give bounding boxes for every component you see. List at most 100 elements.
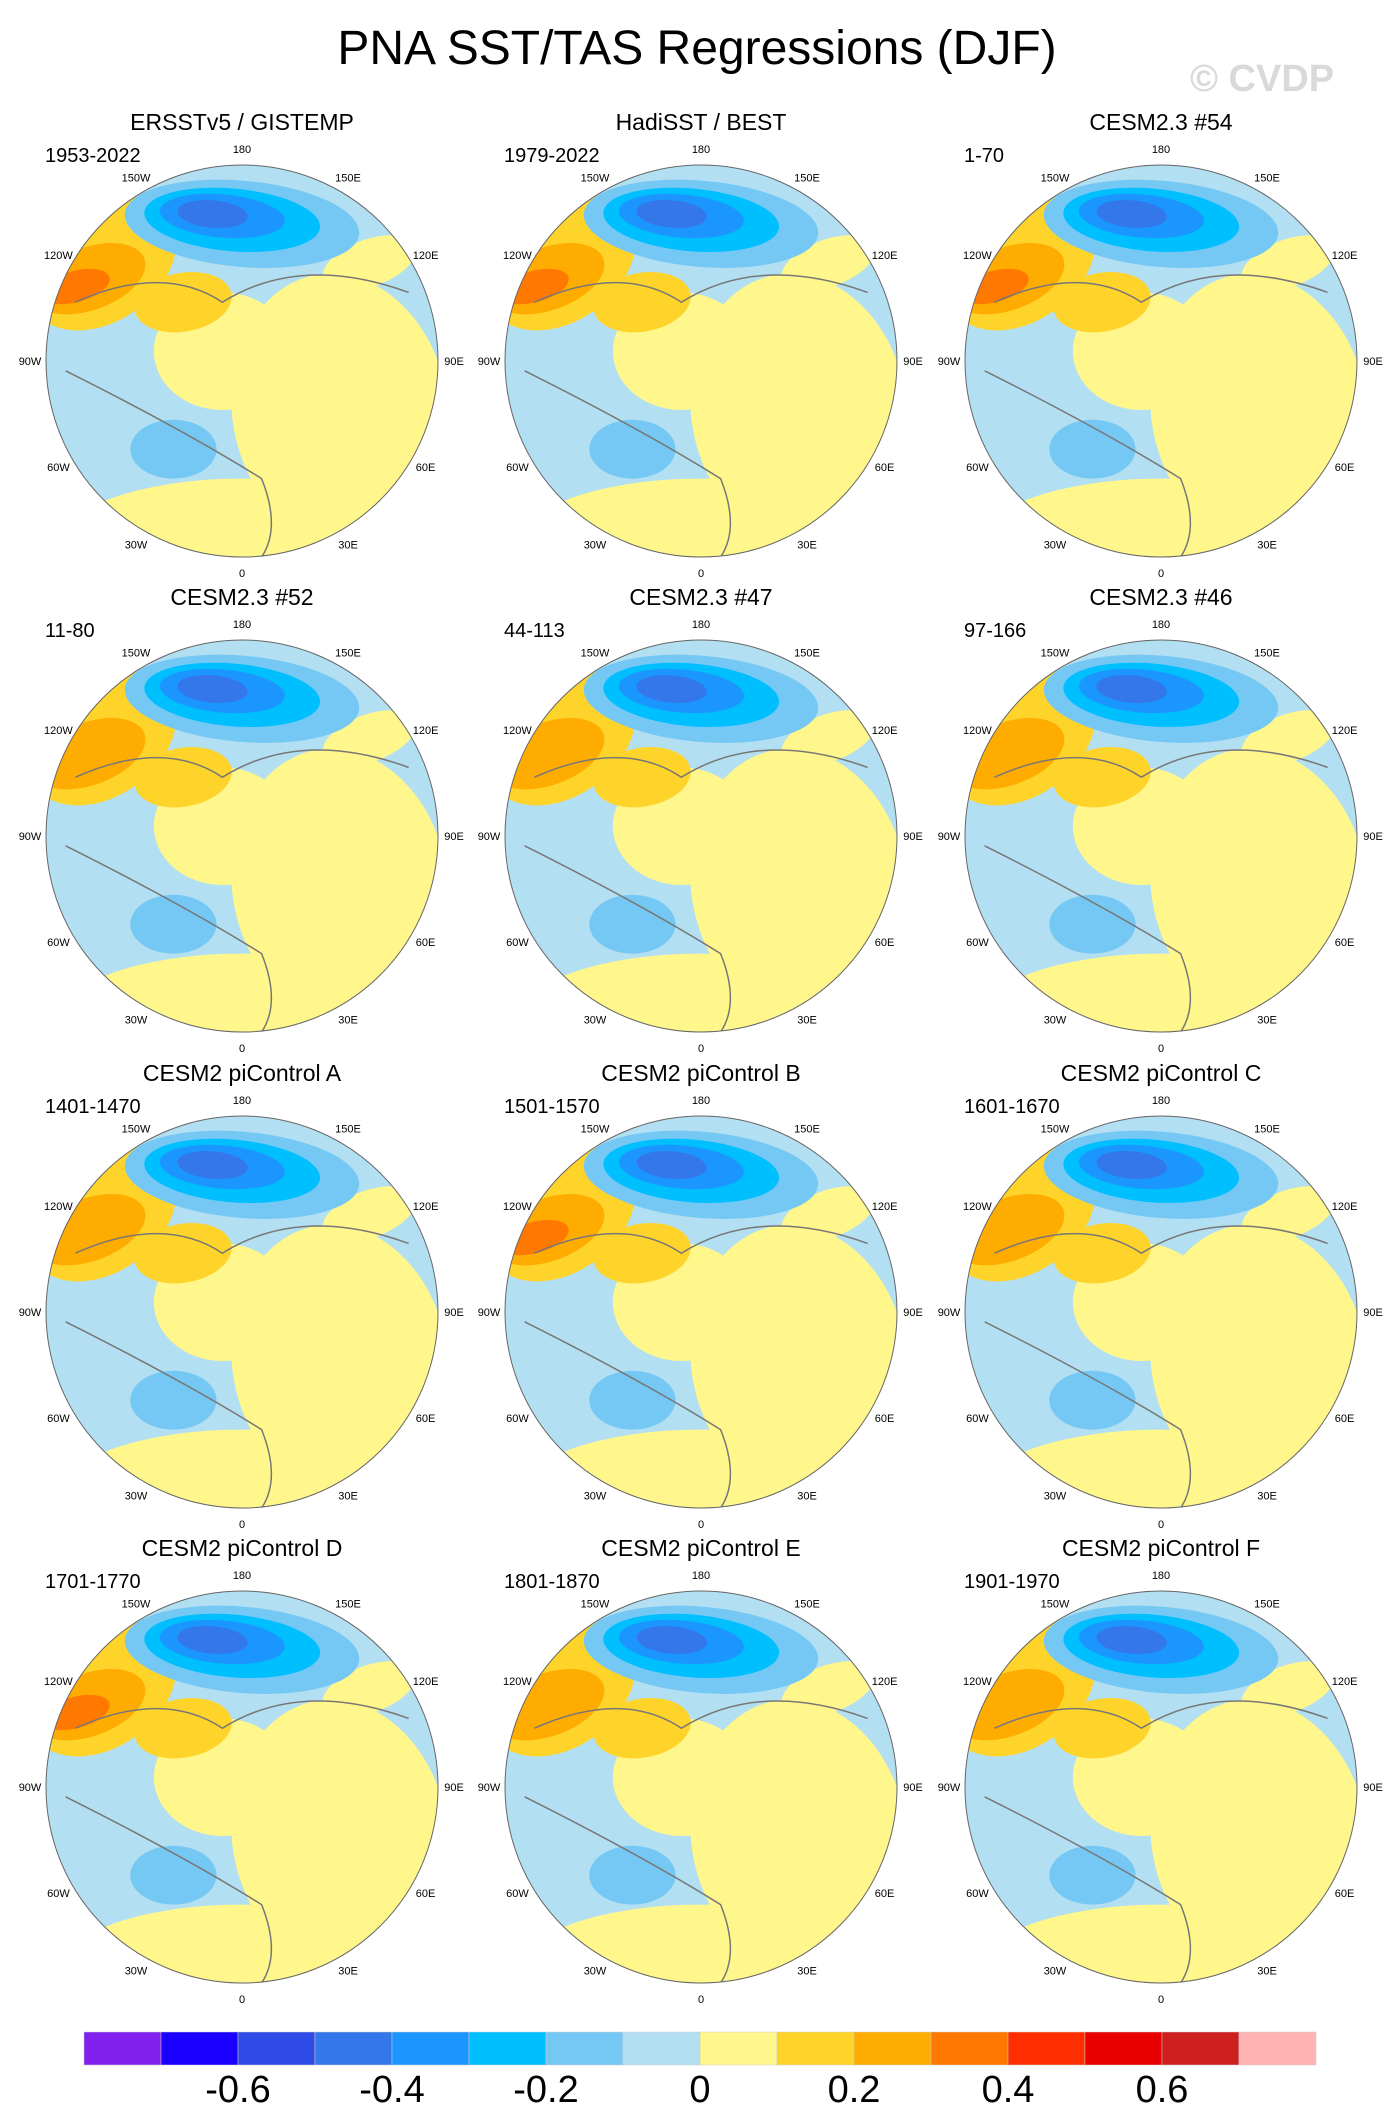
coastline — [524, 1700, 868, 1983]
longitude-label: 0 — [698, 568, 704, 580]
map-border — [45, 164, 439, 558]
panel-title: CESM2.3 #47 — [629, 584, 773, 610]
polar-map-10 — [46, 1591, 438, 1983]
longitude-label: 0 — [698, 1043, 704, 1055]
panel-title: CESM2 piControl E — [601, 1535, 801, 1561]
coastline — [984, 1225, 1328, 1508]
longitude-label: 150W — [122, 1598, 151, 1610]
positive-anomaly-region — [514, 478, 888, 557]
longitude-label: 150E — [1254, 1123, 1280, 1135]
longitude-label: 60E — [416, 1888, 436, 1900]
longitude-label: 180 — [692, 1570, 710, 1582]
longitude-label: 150E — [1254, 647, 1280, 659]
longitude-label: 30W — [1044, 1015, 1067, 1027]
longitude-label: 30W — [125, 1966, 148, 1978]
longitude-label: 60W — [966, 1888, 989, 1900]
longitude-label: 120E — [413, 250, 439, 262]
polar-map-2 — [505, 165, 897, 557]
negative-anomaly-region — [130, 1845, 217, 1905]
longitude-label: 150E — [335, 1598, 361, 1610]
coastline — [984, 749, 1328, 1032]
negative-anomaly-region — [130, 1370, 217, 1430]
positive-anomaly-region — [55, 953, 429, 1032]
longitude-label: 30E — [797, 1966, 817, 1978]
main-title: PNA SST/TAS Regressions (DJF) — [337, 22, 1057, 75]
longitude-label: 60W — [47, 937, 70, 949]
colorbar-swatch — [1238, 2031, 1317, 2066]
longitude-label: 60W — [47, 462, 70, 474]
longitude-label: 120W — [963, 1201, 992, 1213]
longitude-label: 150E — [335, 1123, 361, 1135]
longitude-label: 180 — [233, 144, 251, 156]
negative-anomaly-region — [177, 1625, 248, 1655]
longitude-label: 60E — [875, 1413, 895, 1425]
negative-anomaly-region — [589, 894, 676, 954]
map-border — [45, 639, 439, 1033]
colorbar-swatch — [776, 2031, 855, 2066]
longitude-label: 120W — [503, 1201, 532, 1213]
negative-anomaly-region — [177, 1150, 248, 1180]
coastline — [524, 274, 868, 557]
polar-map-6 — [965, 640, 1357, 1032]
longitude-label: 60E — [1335, 462, 1355, 474]
longitude-label: 180 — [1152, 619, 1170, 631]
longitude-label: 30W — [584, 1966, 607, 1978]
longitude-label: 150W — [581, 1598, 610, 1610]
colorbar-swatch — [853, 2031, 932, 2066]
longitude-label: 120E — [1332, 1201, 1358, 1213]
longitude-label: 90E — [1363, 356, 1383, 368]
longitude-label: 30E — [797, 1491, 817, 1503]
longitude-label: 30E — [1257, 1015, 1277, 1027]
longitude-label: 90E — [1363, 1307, 1383, 1319]
polar-map-1 — [46, 165, 438, 557]
year-range-label: 44-113 — [504, 620, 565, 642]
positive-anomaly-region — [974, 953, 1348, 1032]
longitude-label: 90W — [478, 1307, 501, 1319]
colorbar-swatch — [545, 2031, 624, 2066]
longitude-label: 90E — [444, 1782, 464, 1794]
longitude-label: 90W — [938, 1307, 961, 1319]
negative-anomaly-region — [1049, 1845, 1136, 1905]
longitude-label: 120E — [872, 1201, 898, 1213]
longitude-label: 120E — [872, 1676, 898, 1688]
longitude-label: 90E — [1363, 831, 1383, 843]
polar-map-12 — [965, 1591, 1357, 1983]
negative-anomaly-region — [1049, 419, 1136, 479]
positive-anomaly-region — [55, 478, 429, 557]
longitude-label: 120E — [413, 1676, 439, 1688]
longitude-label: 150E — [335, 172, 361, 184]
longitude-label: 60E — [875, 462, 895, 474]
longitude-label: 30W — [125, 540, 148, 552]
coastline — [524, 1225, 868, 1508]
year-range-label: 1-70 — [964, 145, 1005, 167]
longitude-label: 30W — [584, 1015, 607, 1027]
negative-anomaly-region — [177, 199, 248, 229]
longitude-label: 120E — [413, 725, 439, 737]
colorbar-tick-label: -0.4 — [359, 2069, 425, 2111]
longitude-label: 30W — [125, 1015, 148, 1027]
longitude-label: 180 — [1152, 144, 1170, 156]
longitude-label: 120W — [44, 1201, 73, 1213]
longitude-label: 90E — [903, 356, 923, 368]
longitude-label: 120W — [963, 250, 992, 262]
negative-anomaly-region — [589, 419, 676, 479]
panel-title: CESM2 piControl D — [141, 1535, 343, 1561]
colorbar-swatch — [314, 2031, 393, 2066]
longitude-label: 30W — [1044, 1966, 1067, 1978]
map-border — [45, 1115, 439, 1509]
longitude-label: 150W — [581, 1123, 610, 1135]
year-range-label: 1601-1670 — [964, 1096, 1060, 1118]
year-range-label: 1501-1570 — [504, 1096, 600, 1118]
longitude-label: 150E — [794, 1123, 820, 1135]
longitude-label: 180 — [233, 1095, 251, 1107]
longitude-label: 60W — [966, 937, 989, 949]
polar-map-7 — [46, 1116, 438, 1508]
longitude-label: 150W — [581, 647, 610, 659]
longitude-label: 90W — [19, 1307, 42, 1319]
positive-anomaly-region — [55, 1429, 429, 1508]
longitude-label: 90W — [19, 356, 42, 368]
polar-map-4 — [46, 640, 438, 1032]
colorbar-swatch — [1161, 2031, 1240, 2066]
longitude-label: 120W — [44, 250, 73, 262]
negative-anomaly-region — [1049, 1370, 1136, 1430]
